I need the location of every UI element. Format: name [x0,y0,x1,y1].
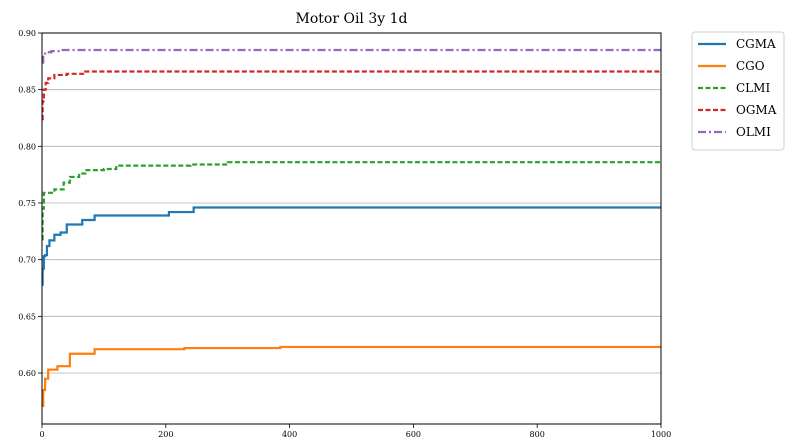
x-tick-label: 0 [39,430,44,439]
legend-label-cgma: CGMA [736,37,776,51]
series-line-cgma [41,206,661,286]
x-tick-label: 400 [282,430,297,439]
x-tick-label: 600 [406,430,421,439]
legend-box [691,31,785,151]
chart-title: Motor Oil 3y 1d [296,11,408,27]
y-tick-label: 0.60 [18,369,36,378]
x-axis: 0 200 400 600 800 1000 [39,424,671,439]
y-tick-label: 0.80 [18,142,36,151]
y-tick-label: 0.85 [18,86,36,95]
x-tick-label: 200 [158,430,173,439]
legend-label-cgo: CGO [736,59,765,73]
series-line-cgo [42,345,661,407]
series-line-olmi [42,48,661,64]
y-tick-label: 0.70 [18,256,36,265]
y-tick-label: 0.75 [18,199,36,208]
series-layer [41,48,661,407]
series-line-clmi [41,161,661,241]
x-tick-label: 1000 [651,430,671,439]
legend: CGMA CGO CLMI OGMA OLMI [691,31,785,151]
x-tick-label: 800 [530,430,545,439]
series-line-ogma [41,70,661,121]
plot-frame [41,32,662,425]
legend-label-olmi: OLMI [736,125,771,139]
y-axis: 0.60 0.65 0.70 0.75 0.80 0.85 0.90 [18,29,42,378]
legend-label-ogma: OGMA [736,103,777,117]
legend-label-clmi: CLMI [736,81,770,95]
y-tick-label: 0.90 [18,29,36,38]
grid-lines [42,32,661,374]
y-tick-label: 0.65 [18,312,36,321]
